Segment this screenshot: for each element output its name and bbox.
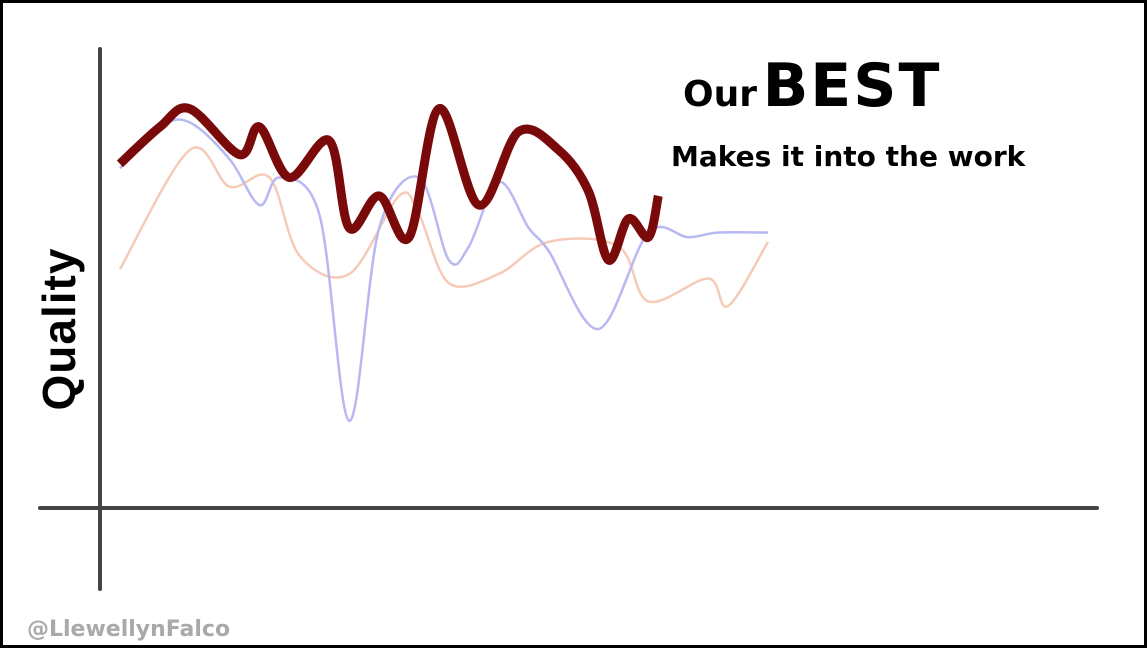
series-layer [116,103,770,423]
headline-emphasis: BEST [762,51,942,121]
series-line-best [116,103,663,265]
y-axis-label: Quality [33,247,85,411]
series-line-orange [118,146,770,308]
subheading: Makes it into the work [671,140,1026,173]
headline: Our BEST [683,51,941,121]
headline-prefix: Our [683,74,757,115]
credit-handle: @LlewellynFalco [27,617,231,642]
quality-chart [38,47,1099,591]
